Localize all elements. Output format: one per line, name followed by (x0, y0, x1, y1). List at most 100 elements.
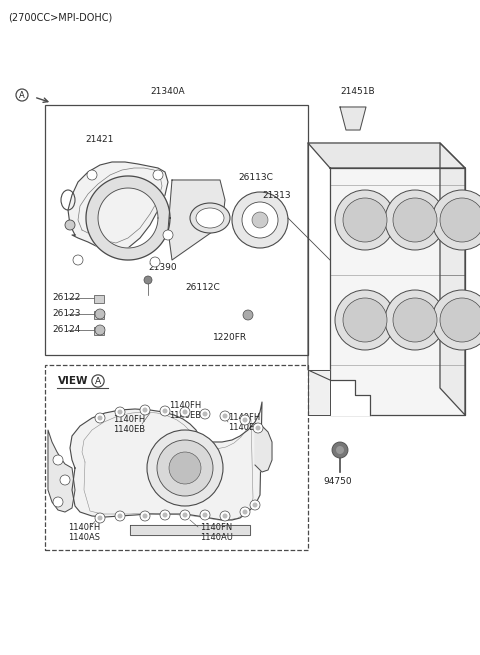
Text: 21451B: 21451B (341, 88, 375, 96)
Text: 1220FR: 1220FR (213, 333, 247, 343)
Circle shape (336, 446, 344, 454)
Circle shape (200, 510, 210, 520)
Circle shape (157, 440, 213, 496)
Circle shape (223, 514, 228, 519)
Circle shape (385, 290, 445, 350)
Circle shape (432, 290, 480, 350)
Text: 1140FN: 1140FN (200, 523, 232, 531)
Text: 21313: 21313 (262, 191, 290, 200)
Circle shape (332, 442, 348, 458)
Text: 1140FH: 1140FH (228, 413, 260, 422)
Text: 26122: 26122 (52, 293, 80, 303)
Circle shape (343, 198, 387, 242)
Text: 26124: 26124 (52, 326, 80, 335)
Circle shape (242, 417, 248, 422)
Circle shape (97, 415, 103, 421)
Circle shape (73, 255, 83, 265)
Bar (94, 295, 104, 303)
Circle shape (243, 310, 253, 320)
Circle shape (393, 198, 437, 242)
Circle shape (343, 298, 387, 342)
Circle shape (182, 512, 188, 517)
Circle shape (95, 325, 105, 335)
Text: 1140FH: 1140FH (169, 400, 201, 409)
Text: 21390: 21390 (148, 263, 177, 272)
Circle shape (95, 513, 105, 523)
Circle shape (97, 515, 103, 521)
Circle shape (335, 190, 395, 250)
Ellipse shape (190, 203, 230, 233)
Circle shape (169, 452, 201, 484)
Circle shape (118, 514, 122, 519)
Circle shape (65, 220, 75, 230)
Polygon shape (440, 143, 465, 415)
Bar (45, 105, 308, 355)
Circle shape (53, 497, 63, 507)
Circle shape (242, 202, 278, 238)
Text: VIEW: VIEW (58, 376, 88, 386)
Circle shape (252, 502, 257, 508)
Text: 1140EB: 1140EB (113, 426, 145, 434)
Circle shape (220, 411, 230, 421)
Circle shape (118, 409, 122, 415)
Circle shape (220, 511, 230, 521)
Circle shape (60, 475, 70, 485)
Circle shape (87, 170, 97, 180)
Circle shape (440, 198, 480, 242)
Circle shape (163, 409, 168, 413)
Text: 21340A: 21340A (151, 88, 185, 96)
Circle shape (240, 415, 250, 425)
Circle shape (95, 413, 105, 423)
Polygon shape (70, 402, 262, 520)
Circle shape (53, 455, 63, 465)
Polygon shape (48, 430, 75, 512)
Polygon shape (308, 370, 330, 415)
Circle shape (440, 298, 480, 342)
Circle shape (203, 411, 207, 417)
Text: 26123: 26123 (52, 310, 81, 318)
Text: A: A (95, 377, 101, 386)
Circle shape (385, 190, 445, 250)
Circle shape (153, 170, 163, 180)
Circle shape (252, 212, 268, 228)
Circle shape (200, 409, 210, 419)
Circle shape (180, 407, 190, 417)
Text: 1140EB: 1140EB (228, 424, 260, 432)
Bar (94, 311, 104, 319)
Circle shape (393, 298, 437, 342)
Polygon shape (330, 168, 465, 415)
Circle shape (255, 426, 261, 430)
Circle shape (250, 500, 260, 510)
Text: (2700CC>MPI-DOHC): (2700CC>MPI-DOHC) (8, 13, 112, 23)
Circle shape (140, 511, 150, 521)
Circle shape (163, 230, 173, 240)
Text: 1140EB: 1140EB (169, 411, 201, 419)
Circle shape (95, 309, 105, 319)
Polygon shape (130, 525, 250, 535)
Circle shape (143, 514, 147, 519)
Polygon shape (340, 107, 366, 130)
Circle shape (140, 405, 150, 415)
Polygon shape (308, 143, 465, 168)
Circle shape (180, 510, 190, 520)
Circle shape (163, 512, 168, 517)
Circle shape (160, 406, 170, 416)
Circle shape (115, 511, 125, 521)
Circle shape (432, 190, 480, 250)
Circle shape (182, 409, 188, 415)
Circle shape (242, 510, 248, 514)
Polygon shape (330, 380, 370, 415)
Circle shape (232, 192, 288, 248)
Text: 94750: 94750 (324, 477, 352, 487)
Text: A: A (19, 90, 25, 100)
Polygon shape (68, 162, 168, 252)
Circle shape (144, 276, 152, 284)
Bar (45, 365, 308, 550)
Text: 21421: 21421 (85, 136, 113, 145)
Circle shape (253, 423, 263, 433)
Polygon shape (168, 180, 225, 260)
Circle shape (160, 510, 170, 520)
Text: 1140FH: 1140FH (68, 523, 100, 531)
Text: 26113C: 26113C (238, 174, 273, 183)
Circle shape (223, 413, 228, 419)
